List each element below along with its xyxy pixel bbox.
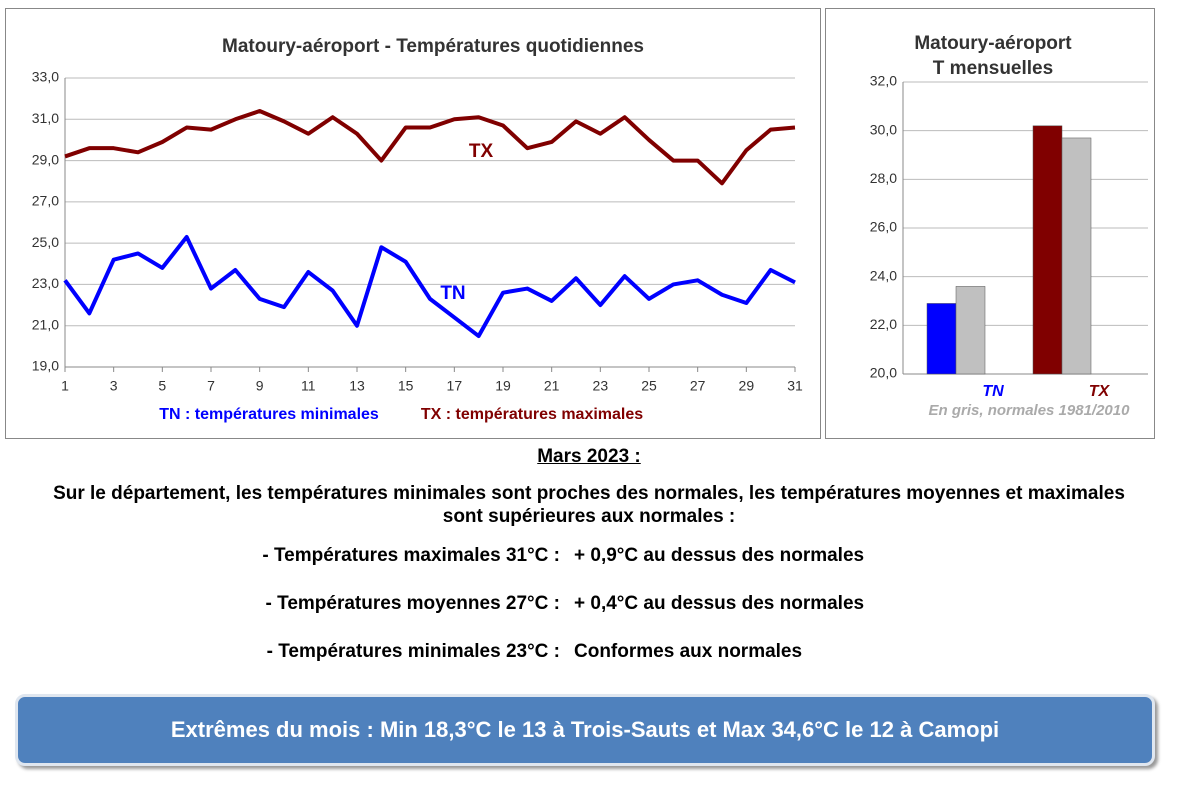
item-label: - Températures minimales 23°C : bbox=[266, 641, 560, 662]
x-tick-label: 9 bbox=[256, 378, 264, 394]
charts: Matoury-aéroport - Températures quotidie… bbox=[5, 8, 1155, 439]
y-tick-label: 20,0 bbox=[870, 365, 897, 381]
heading: Mars 2023 : bbox=[537, 446, 641, 467]
y-tick-label: 29,0 bbox=[32, 151, 59, 167]
item: - Températures moyennes 27°C : + 0,4°C au… bbox=[0, 580, 1178, 628]
legend-entry: TX : températures maximales bbox=[421, 406, 643, 423]
x-tick-label: 27 bbox=[690, 378, 706, 394]
line-label: TN bbox=[440, 283, 465, 304]
bar bbox=[1061, 137, 1092, 375]
legend-entry: TN : températures minimales bbox=[159, 406, 379, 423]
bar bbox=[955, 286, 986, 375]
x-tick-label: 21 bbox=[544, 378, 560, 394]
y-tick-label: 22,0 bbox=[870, 316, 897, 332]
summary: Sur le département, les températures min… bbox=[53, 483, 1125, 527]
x-tick-label: 13 bbox=[349, 378, 365, 394]
x-tick-label: TX bbox=[1089, 383, 1111, 400]
y-tick-label: 23,0 bbox=[32, 275, 59, 291]
y-tick-label: 28,0 bbox=[870, 170, 897, 186]
chart-title: Matoury-aéroport - Températures quotidie… bbox=[222, 36, 644, 57]
item-label: - Températures moyennes 27°C : bbox=[265, 593, 560, 614]
x-tick-label: 3 bbox=[110, 378, 118, 394]
y-tick-label: 32,0 bbox=[870, 73, 897, 89]
x-tick-label: 1 bbox=[61, 378, 69, 394]
bar bbox=[926, 303, 957, 375]
y-tick-label: 24,0 bbox=[870, 267, 897, 283]
item-value: Conformes aux normales bbox=[574, 641, 803, 662]
y-tick-label: 26,0 bbox=[870, 219, 897, 235]
x-tick-label: 29 bbox=[739, 378, 755, 394]
chart-title: T mensuelles bbox=[933, 58, 1053, 79]
item-label: - Températures maximales 31°C : bbox=[262, 545, 560, 566]
document: Mars 2023 : Sur le département, les temp… bbox=[0, 446, 1178, 676]
y-tick-label: 27,0 bbox=[32, 193, 59, 209]
item-value: + 0,4°C au dessus des normales bbox=[574, 593, 865, 614]
x-tick-label: 11 bbox=[301, 378, 316, 394]
x-tick-label: 5 bbox=[158, 378, 166, 394]
item: - Températures minimales 23°C : Conformes… bbox=[0, 628, 1178, 676]
x-tick-label: 15 bbox=[398, 378, 414, 394]
y-tick-label: 25,0 bbox=[32, 234, 59, 250]
item-value: + 0,9°C au dessus des normales bbox=[574, 545, 865, 566]
panel bbox=[5, 8, 821, 439]
note: En gris, normales 1981/2010 bbox=[929, 402, 1131, 419]
y-tick-label: 19,0 bbox=[32, 358, 59, 374]
x-tick-label: 7 bbox=[207, 378, 215, 394]
x-tick-label: TN bbox=[982, 383, 1004, 400]
chart-title: Matoury-aéroport bbox=[914, 33, 1072, 54]
y-tick-label: 21,0 bbox=[32, 316, 59, 332]
line bbox=[63, 234, 796, 339]
line bbox=[64, 109, 796, 186]
x-tick-label: 31 bbox=[787, 378, 803, 394]
y-tick-label: 31,0 bbox=[32, 110, 59, 126]
banner: Extrêmes du mois : Min 18,3°C le 13 à Tr… bbox=[15, 694, 1155, 766]
x-tick-label: 25 bbox=[641, 378, 657, 394]
line-label: TX bbox=[469, 141, 494, 162]
y-tick-label: 33,0 bbox=[32, 69, 59, 85]
x-tick-label: 23 bbox=[593, 378, 609, 394]
x-tick-label: 17 bbox=[447, 378, 463, 394]
bar bbox=[1032, 125, 1063, 375]
x-tick-label: 19 bbox=[495, 378, 511, 394]
y-tick-label: 30,0 bbox=[870, 121, 897, 137]
item: - Températures maximales 31°C : + 0,9°C a… bbox=[0, 532, 1178, 580]
